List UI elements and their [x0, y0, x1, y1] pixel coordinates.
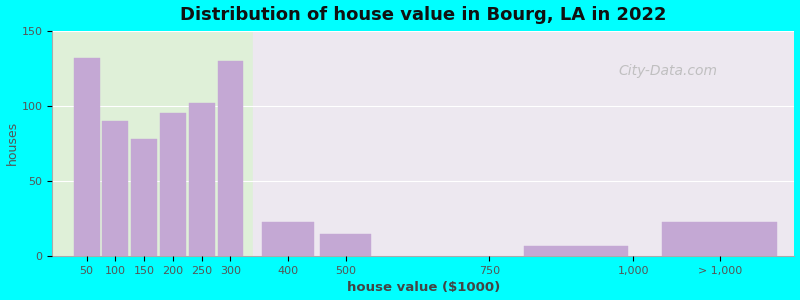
Title: Distribution of house value in Bourg, LA in 2022: Distribution of house value in Bourg, LA…: [180, 6, 666, 24]
Bar: [74, 58, 99, 256]
X-axis label: house value ($1000): house value ($1000): [346, 281, 500, 294]
Bar: [102, 121, 128, 256]
Bar: [262, 222, 314, 256]
Bar: [218, 61, 243, 256]
Bar: [320, 234, 371, 256]
Bar: [160, 113, 186, 256]
Bar: [131, 139, 157, 256]
Bar: [254, 0, 794, 256]
Bar: [189, 103, 214, 256]
Y-axis label: houses: houses: [6, 122, 18, 166]
Bar: [662, 222, 777, 256]
Text: City-Data.com: City-Data.com: [618, 64, 718, 78]
Bar: [524, 246, 627, 256]
